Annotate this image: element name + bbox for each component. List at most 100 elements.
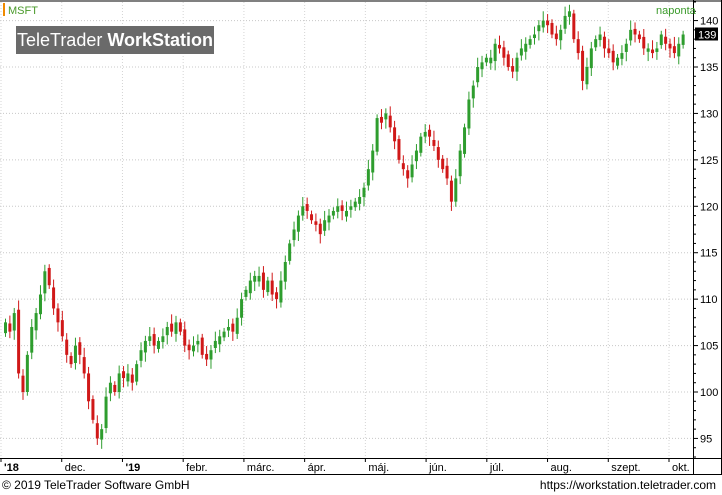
candle	[655, 41, 659, 60]
candle-body	[288, 243, 292, 261]
candle	[305, 197, 309, 219]
candle-body	[340, 205, 344, 211]
candle	[388, 106, 392, 133]
candle	[205, 346, 209, 366]
y-tick-label: 125	[700, 155, 718, 167]
candle	[148, 327, 152, 347]
candle	[91, 395, 95, 424]
candle-body	[423, 132, 427, 137]
candle-body	[122, 371, 126, 379]
candle-body	[65, 339, 69, 355]
candle-body	[616, 57, 620, 66]
last-price-value: 139	[698, 30, 716, 42]
candle-body	[213, 340, 217, 348]
candle-body	[104, 396, 108, 429]
candle-body	[441, 158, 445, 170]
candle	[532, 26, 536, 45]
candle-body	[659, 34, 663, 46]
x-tick-label: júl.	[489, 462, 504, 474]
candle-body	[537, 25, 541, 32]
candle-body	[449, 180, 453, 202]
candle	[659, 30, 663, 49]
candle	[598, 26, 602, 47]
candle	[196, 334, 200, 353]
candle	[336, 198, 340, 219]
candle-body	[519, 48, 523, 56]
candle	[393, 120, 397, 150]
candle	[270, 272, 274, 301]
candle	[113, 381, 117, 396]
candle	[73, 337, 77, 370]
candlestick-series	[4, 4, 685, 449]
candle-body	[546, 20, 550, 26]
candle	[345, 201, 348, 222]
candle-body	[624, 43, 628, 52]
candle	[506, 50, 510, 71]
candle	[414, 144, 418, 170]
candle-body	[480, 62, 484, 70]
last-price-box	[695, 27, 718, 41]
candle-body	[47, 267, 51, 286]
candle	[130, 368, 134, 391]
candle-body	[165, 327, 169, 336]
candle-body	[314, 221, 318, 225]
candle-body	[493, 43, 497, 62]
candle	[183, 321, 187, 353]
candle-body	[152, 334, 156, 346]
candle	[546, 14, 550, 34]
candle	[25, 351, 29, 396]
candle	[616, 54, 620, 70]
candle	[139, 342, 143, 368]
x-tick-label: febr.	[186, 462, 207, 474]
candle-body	[161, 336, 165, 343]
candle	[401, 155, 405, 176]
candle-body	[476, 67, 480, 83]
candle-body	[91, 399, 95, 420]
candle-body	[506, 54, 510, 67]
candle-body	[257, 275, 261, 282]
candle	[174, 315, 178, 342]
candle-body	[524, 43, 528, 52]
candle	[563, 6, 567, 34]
candle-body	[511, 66, 515, 72]
candle	[60, 310, 64, 342]
candle	[143, 335, 147, 362]
candle-body	[38, 294, 42, 315]
candle-body	[384, 113, 388, 120]
candle	[511, 58, 515, 79]
candle-body	[226, 327, 230, 331]
candle-body	[454, 178, 458, 202]
candle	[384, 108, 388, 129]
candle-body	[301, 206, 305, 216]
candle	[406, 165, 410, 188]
candle	[585, 57, 589, 90]
candle-body	[406, 170, 410, 179]
candle-body	[388, 115, 392, 128]
teletrader-logo: TeleTrader WorkStation	[16, 26, 214, 54]
candle-body	[432, 139, 436, 146]
candle-body	[143, 340, 147, 353]
candle-body	[331, 210, 335, 216]
candle	[436, 140, 440, 168]
candle-body	[275, 292, 279, 300]
website-link[interactable]: https://workstation.teletrader.com	[539, 478, 716, 492]
candle-body	[73, 345, 77, 364]
candle	[611, 44, 615, 71]
candle-body	[34, 313, 38, 331]
candle-body	[463, 127, 467, 154]
candle-body	[261, 272, 265, 290]
candle-body	[620, 53, 624, 59]
candle	[65, 333, 69, 363]
candle-body	[296, 215, 300, 232]
candle	[200, 333, 204, 359]
candle-body	[637, 34, 641, 40]
candle-body	[17, 309, 21, 374]
y-tick-label: 105	[700, 341, 718, 353]
candle-body	[419, 136, 423, 153]
candle	[607, 39, 611, 59]
candle-body	[327, 215, 331, 223]
x-tick-label: aug.	[551, 462, 572, 474]
candle	[21, 369, 25, 400]
candle-body	[664, 36, 668, 44]
candle-body	[345, 210, 348, 217]
